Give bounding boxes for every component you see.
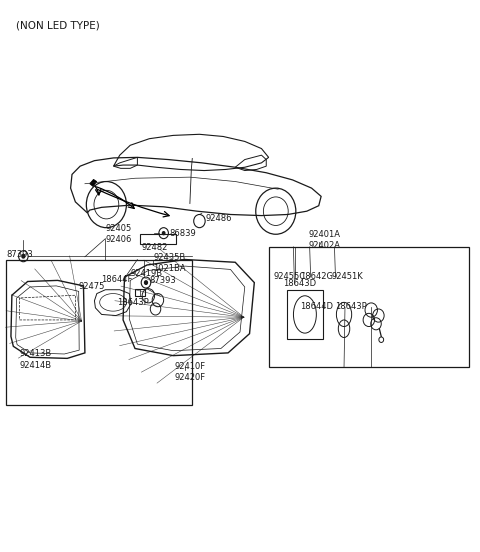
- Text: 92455C: 92455C: [274, 272, 306, 280]
- Text: 18643P: 18643P: [336, 302, 367, 311]
- Bar: [269, 247, 469, 367]
- Text: 18644D: 18644D: [300, 302, 333, 311]
- Text: 92410F
92420F: 92410F 92420F: [174, 362, 205, 382]
- Text: 92413B
92414B: 92413B 92414B: [20, 349, 52, 369]
- Bar: [287, 290, 323, 339]
- Bar: [135, 289, 144, 296]
- Text: 18643P: 18643P: [117, 298, 149, 307]
- Text: 86839: 86839: [169, 229, 196, 238]
- Text: 18643D: 18643D: [283, 279, 316, 288]
- Text: 92401A
92402A: 92401A 92402A: [309, 230, 341, 250]
- Circle shape: [144, 280, 148, 285]
- Text: 87393: 87393: [149, 277, 176, 285]
- Text: 87393: 87393: [6, 250, 33, 258]
- Text: 18644F: 18644F: [101, 275, 132, 284]
- Text: 92482: 92482: [141, 243, 168, 252]
- Text: 92405
92406: 92405 92406: [106, 224, 132, 245]
- Text: 92435B
1021BA: 92435B 1021BA: [153, 253, 186, 273]
- Text: 92486: 92486: [205, 214, 232, 224]
- Text: 92451K: 92451K: [332, 272, 363, 280]
- Text: (NON LED TYPE): (NON LED TYPE): [16, 20, 99, 30]
- Polygon shape: [90, 179, 97, 187]
- Text: 92475: 92475: [79, 283, 105, 291]
- Bar: [6, 259, 192, 405]
- Bar: [140, 234, 176, 244]
- Circle shape: [162, 231, 166, 235]
- Text: 18642G: 18642G: [300, 272, 333, 280]
- Text: 92419B: 92419B: [130, 269, 162, 278]
- Circle shape: [21, 254, 25, 259]
